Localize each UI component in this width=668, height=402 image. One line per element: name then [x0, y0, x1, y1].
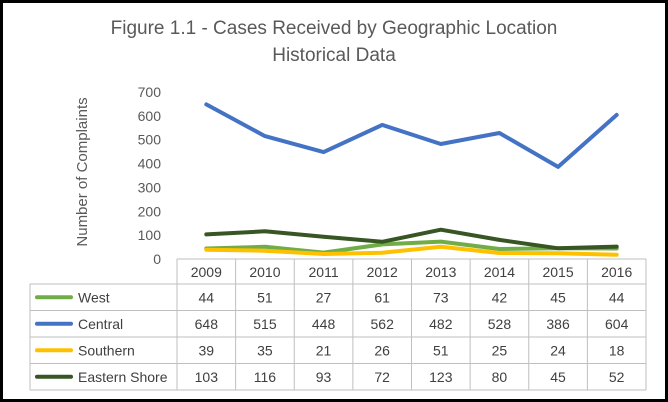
data-label: 35: [257, 342, 273, 358]
data-label: 44: [199, 289, 215, 305]
legend-label: Central: [78, 316, 123, 332]
data-label: 45: [550, 289, 566, 305]
data-label: 51: [257, 289, 273, 305]
legend-label: Southern: [78, 342, 135, 358]
data-label: 39: [199, 342, 215, 358]
x-tick-label: 2016: [601, 264, 632, 280]
x-tick-label: 2009: [191, 264, 222, 280]
data-label: 648: [195, 316, 219, 332]
x-tick-label: 2013: [425, 264, 456, 280]
x-tick-label: 2015: [542, 264, 573, 280]
data-label: 44: [609, 289, 625, 305]
y-tick-label: 300: [138, 179, 162, 195]
data-label: 562: [371, 316, 395, 332]
data-label: 72: [374, 369, 390, 385]
data-label: 386: [546, 316, 570, 332]
legend-label: West: [78, 289, 110, 305]
data-label: 103: [195, 369, 219, 385]
data-label: 80: [492, 369, 508, 385]
data-label: 604: [605, 316, 629, 332]
x-tick-label: 2011: [309, 264, 339, 280]
y-tick-label: 100: [138, 227, 162, 243]
y-tick-label: 700: [138, 84, 162, 100]
data-label: 73: [433, 289, 449, 305]
data-label: 51: [433, 342, 449, 358]
chart-subtitle: Historical Data: [272, 45, 396, 66]
y-tick-label: 600: [138, 108, 162, 124]
series-line-southern: [204, 244, 619, 257]
series-lines: [204, 102, 619, 257]
chart-title: Figure 1.1 - Cases Received by Geographi…: [110, 18, 558, 39]
data-label: 45: [550, 369, 566, 385]
data-label: 93: [316, 369, 332, 385]
data-label: 482: [429, 316, 453, 332]
y-axis-label: Number of Complaints: [74, 97, 91, 246]
data-label: 42: [492, 289, 508, 305]
y-tick-label: 400: [138, 156, 162, 172]
data-label: 123: [429, 369, 453, 385]
y-axis: 0 100 200 300 400 500 600 700: [138, 84, 162, 267]
x-tick-label: 2010: [249, 264, 280, 280]
data-label: 26: [374, 342, 390, 358]
data-label: 21: [316, 342, 332, 358]
data-label: 25: [492, 342, 508, 358]
data-label: 61: [374, 289, 390, 305]
series-line-central: [204, 102, 619, 169]
legend-label: Eastern Shore: [78, 369, 168, 385]
data-table: 2009 2010 2011 2012 2013 2014 2015 2016 West 44 51…: [29, 258, 647, 391]
data-label: 52: [609, 369, 625, 385]
data-label: 27: [316, 289, 332, 305]
data-label: 116: [254, 369, 277, 385]
x-tick-label: 2012: [367, 264, 398, 280]
y-tick-label: 200: [138, 203, 162, 219]
data-label: 448: [312, 316, 336, 332]
data-label: 18: [609, 342, 625, 358]
data-label: 24: [550, 342, 566, 358]
x-tick-label: 2014: [484, 264, 515, 280]
y-tick-label: 0: [153, 251, 161, 267]
data-label: 528: [488, 316, 512, 332]
series-line-eastern-shore: [204, 227, 619, 251]
y-tick-label: 500: [138, 132, 162, 148]
data-label: 515: [253, 316, 277, 332]
